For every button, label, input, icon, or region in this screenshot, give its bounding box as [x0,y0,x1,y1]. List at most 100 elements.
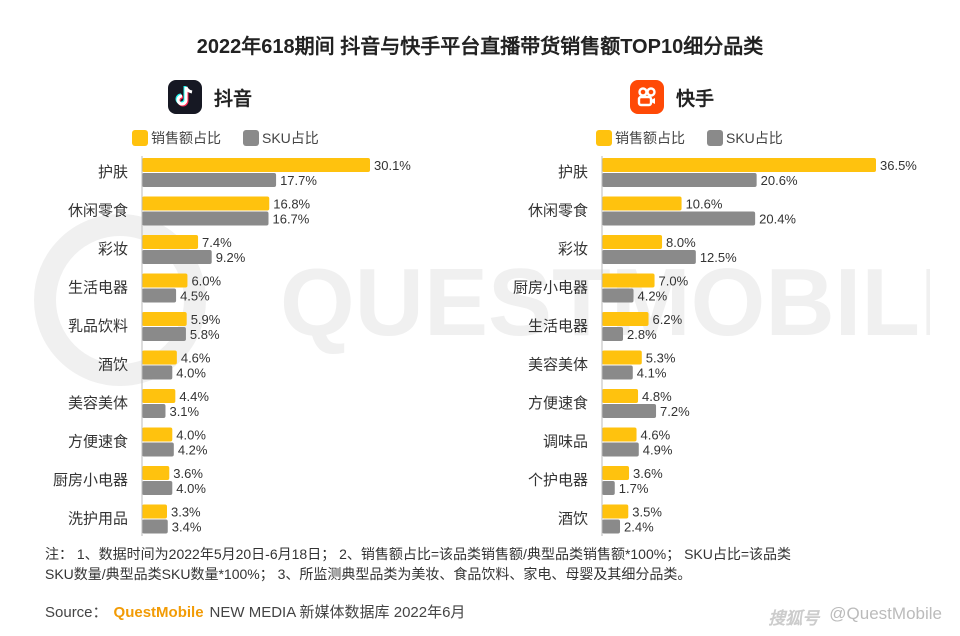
sales-value-label: 30.1% [374,158,411,173]
category-label: 生活电器 [528,318,588,335]
sku-value-label: 4.9% [643,443,673,458]
kuaishou-legend: 销售额占比 SKU占比 [596,128,805,148]
sku-value-label: 2.8% [627,327,657,342]
category-label: 休闲零食 [68,203,128,220]
legend-sku-label: SKU占比 [262,130,319,146]
sku-bar [602,250,696,264]
category-label: 彩妆 [98,241,128,258]
sku-bar [142,519,168,534]
sales-value-label: 3.6% [633,466,663,481]
sales-value-label: 4.6% [181,351,211,366]
sku-bar [142,365,173,380]
douyin-logo-icon [168,80,202,114]
sku-bar [142,211,269,226]
sku-value-label: 4.5% [180,289,210,304]
sku-value-label: 12.5% [700,250,737,265]
sales-value-label: 4.6% [641,428,671,443]
douyin-legend: 销售额占比 SKU占比 [132,128,341,148]
sales-bar [142,196,270,211]
category-label: 生活电器 [68,280,128,297]
sales-bar [142,312,187,326]
footnote-line-2: SKU数量/典型品类SKU数量*100%； 3、所监测典型品类为美妆、食品饮料、… [45,566,692,582]
kuaishou-logo-icon [630,80,664,114]
sku-bar [142,288,177,303]
douyin-bar-chart: 护肤 30.1% 17.7% 休闲零食 16.8%16.7% 彩妆 7.4%9.2% 生活电器… [53,156,411,536]
sales-value-label: 3.3% [171,505,201,520]
credit-handle: @QuestMobile [829,604,942,623]
sku-value-label: 5.8% [190,327,220,342]
sales-bar [142,158,370,172]
sku-bar [602,288,634,303]
sku-value-label: 17.7% [280,173,317,188]
sales-value-label: 4.8% [642,389,672,404]
sku-bar [602,481,615,495]
legend-sales-swatch [596,130,612,146]
sku-value-label: 16.7% [272,212,309,227]
sales-value-label: 8.0% [666,235,696,250]
sku-value-label: 3.1% [169,404,199,419]
sales-value-label: 4.4% [179,389,209,404]
sales-bar [602,158,876,172]
page-title: 2022年618期间 抖音与快手平台直播带货销售额TOP10细分品类 [196,36,764,58]
credit: 搜狐号 @QuestMobile [768,604,942,629]
sales-value-label: 36.5% [880,158,917,173]
kuaishou-header: 快手 [630,80,714,114]
sales-bar [602,389,639,403]
sku-value-label: 9.2% [216,250,246,265]
sku-value-label: 4.1% [637,366,667,381]
sku-bar [142,173,277,187]
sales-bar [142,389,176,403]
sales-value-label: 10.6% [686,197,723,212]
sales-value-label: 3.5% [632,505,662,520]
sales-bar [142,273,188,288]
sales-bar [142,235,199,249]
sku-bar [602,211,756,226]
sales-value-label: 6.0% [191,274,221,289]
sku-bar [602,173,757,187]
sales-bar [602,196,682,211]
category-label: 方便速食 [68,434,128,451]
category-label: 彩妆 [558,241,588,258]
category-label: 美容美体 [68,395,128,412]
category-label: 护肤 [98,164,128,181]
sku-bar [142,327,186,341]
sku-value-label: 1.7% [619,481,649,496]
credit-platform: 搜狐号 [768,609,820,628]
sales-bar [142,350,177,365]
source-brand: QuestMobile [113,604,204,621]
sales-value-label: 6.2% [653,312,683,327]
sku-value-label: 3.4% [172,520,202,535]
sales-bar [602,466,630,480]
legend-sku: SKU占比 [707,128,783,148]
sku-value-label: 4.2% [178,443,208,458]
sku-value-label: 7.2% [660,404,690,419]
douyin-title: 抖音 [214,88,253,110]
sku-bar [142,404,166,418]
kuaishou-title: 快手 [676,88,715,110]
legend-sales-label: 销售额占比 [615,130,685,146]
category-label: 酒饮 [98,357,128,374]
sales-bar [602,312,649,326]
category-label: 调味品 [543,434,588,451]
category-label: 洗护用品 [68,511,128,528]
category-label: 酒饮 [558,511,588,528]
sales-value-label: 5.3% [646,351,676,366]
sales-value-label: 4.0% [176,428,206,443]
source-line: Source： QuestMobile NEW MEDIA 新媒体数据库 202… [45,601,465,622]
sales-bar [602,235,663,249]
sales-bar [602,504,629,519]
category-label: 休闲零食 [528,203,588,220]
sku-value-label: 20.6% [761,173,798,188]
sku-bar [602,442,639,457]
sku-value-label: 4.0% [176,481,206,496]
category-label: 个护电器 [528,472,588,489]
sku-bar [602,327,624,341]
legend-sales-label: 销售额占比 [151,130,221,146]
legend-sales: 销售额占比 [596,128,685,148]
sales-bar [142,504,167,519]
legend-sku-swatch [707,130,723,146]
kuaishou-bar-chart: 护肤 36.5% 20.6% 休闲零食 10.6% 20.4% 彩妆 8.0% 12.5% 厨房小… [513,156,917,536]
sales-bar [142,427,173,442]
sku-value-label: 20.4% [759,212,796,227]
category-label: 方便速食 [528,395,588,412]
